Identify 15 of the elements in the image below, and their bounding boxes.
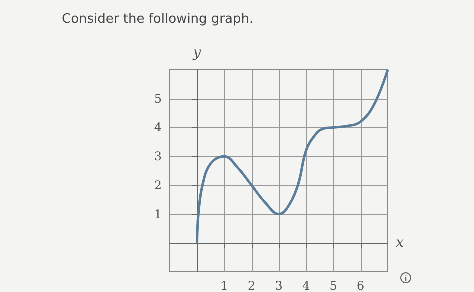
y-tick-label: 5 [154, 92, 162, 106]
x-axis-title: x [396, 235, 404, 252]
y-tick-label: 3 [154, 150, 162, 164]
line-series [196, 68, 390, 244]
y-tick-label: 2 [154, 178, 162, 192]
y-axis-title: y [192, 45, 202, 61]
chart-title: Consider the following graph. [62, 12, 254, 27]
x-tick-label: 3 [275, 279, 283, 292]
y-tick-label: 1 [154, 207, 162, 222]
x-tick-label: 1 [220, 279, 228, 292]
x-tick-label: 4 [302, 279, 310, 292]
x-tick-label: 2 [248, 279, 256, 292]
x-tick-label: 5 [330, 279, 338, 292]
x-tick-label: 6 [356, 279, 365, 292]
y-tick-label: 4 [154, 120, 162, 135]
